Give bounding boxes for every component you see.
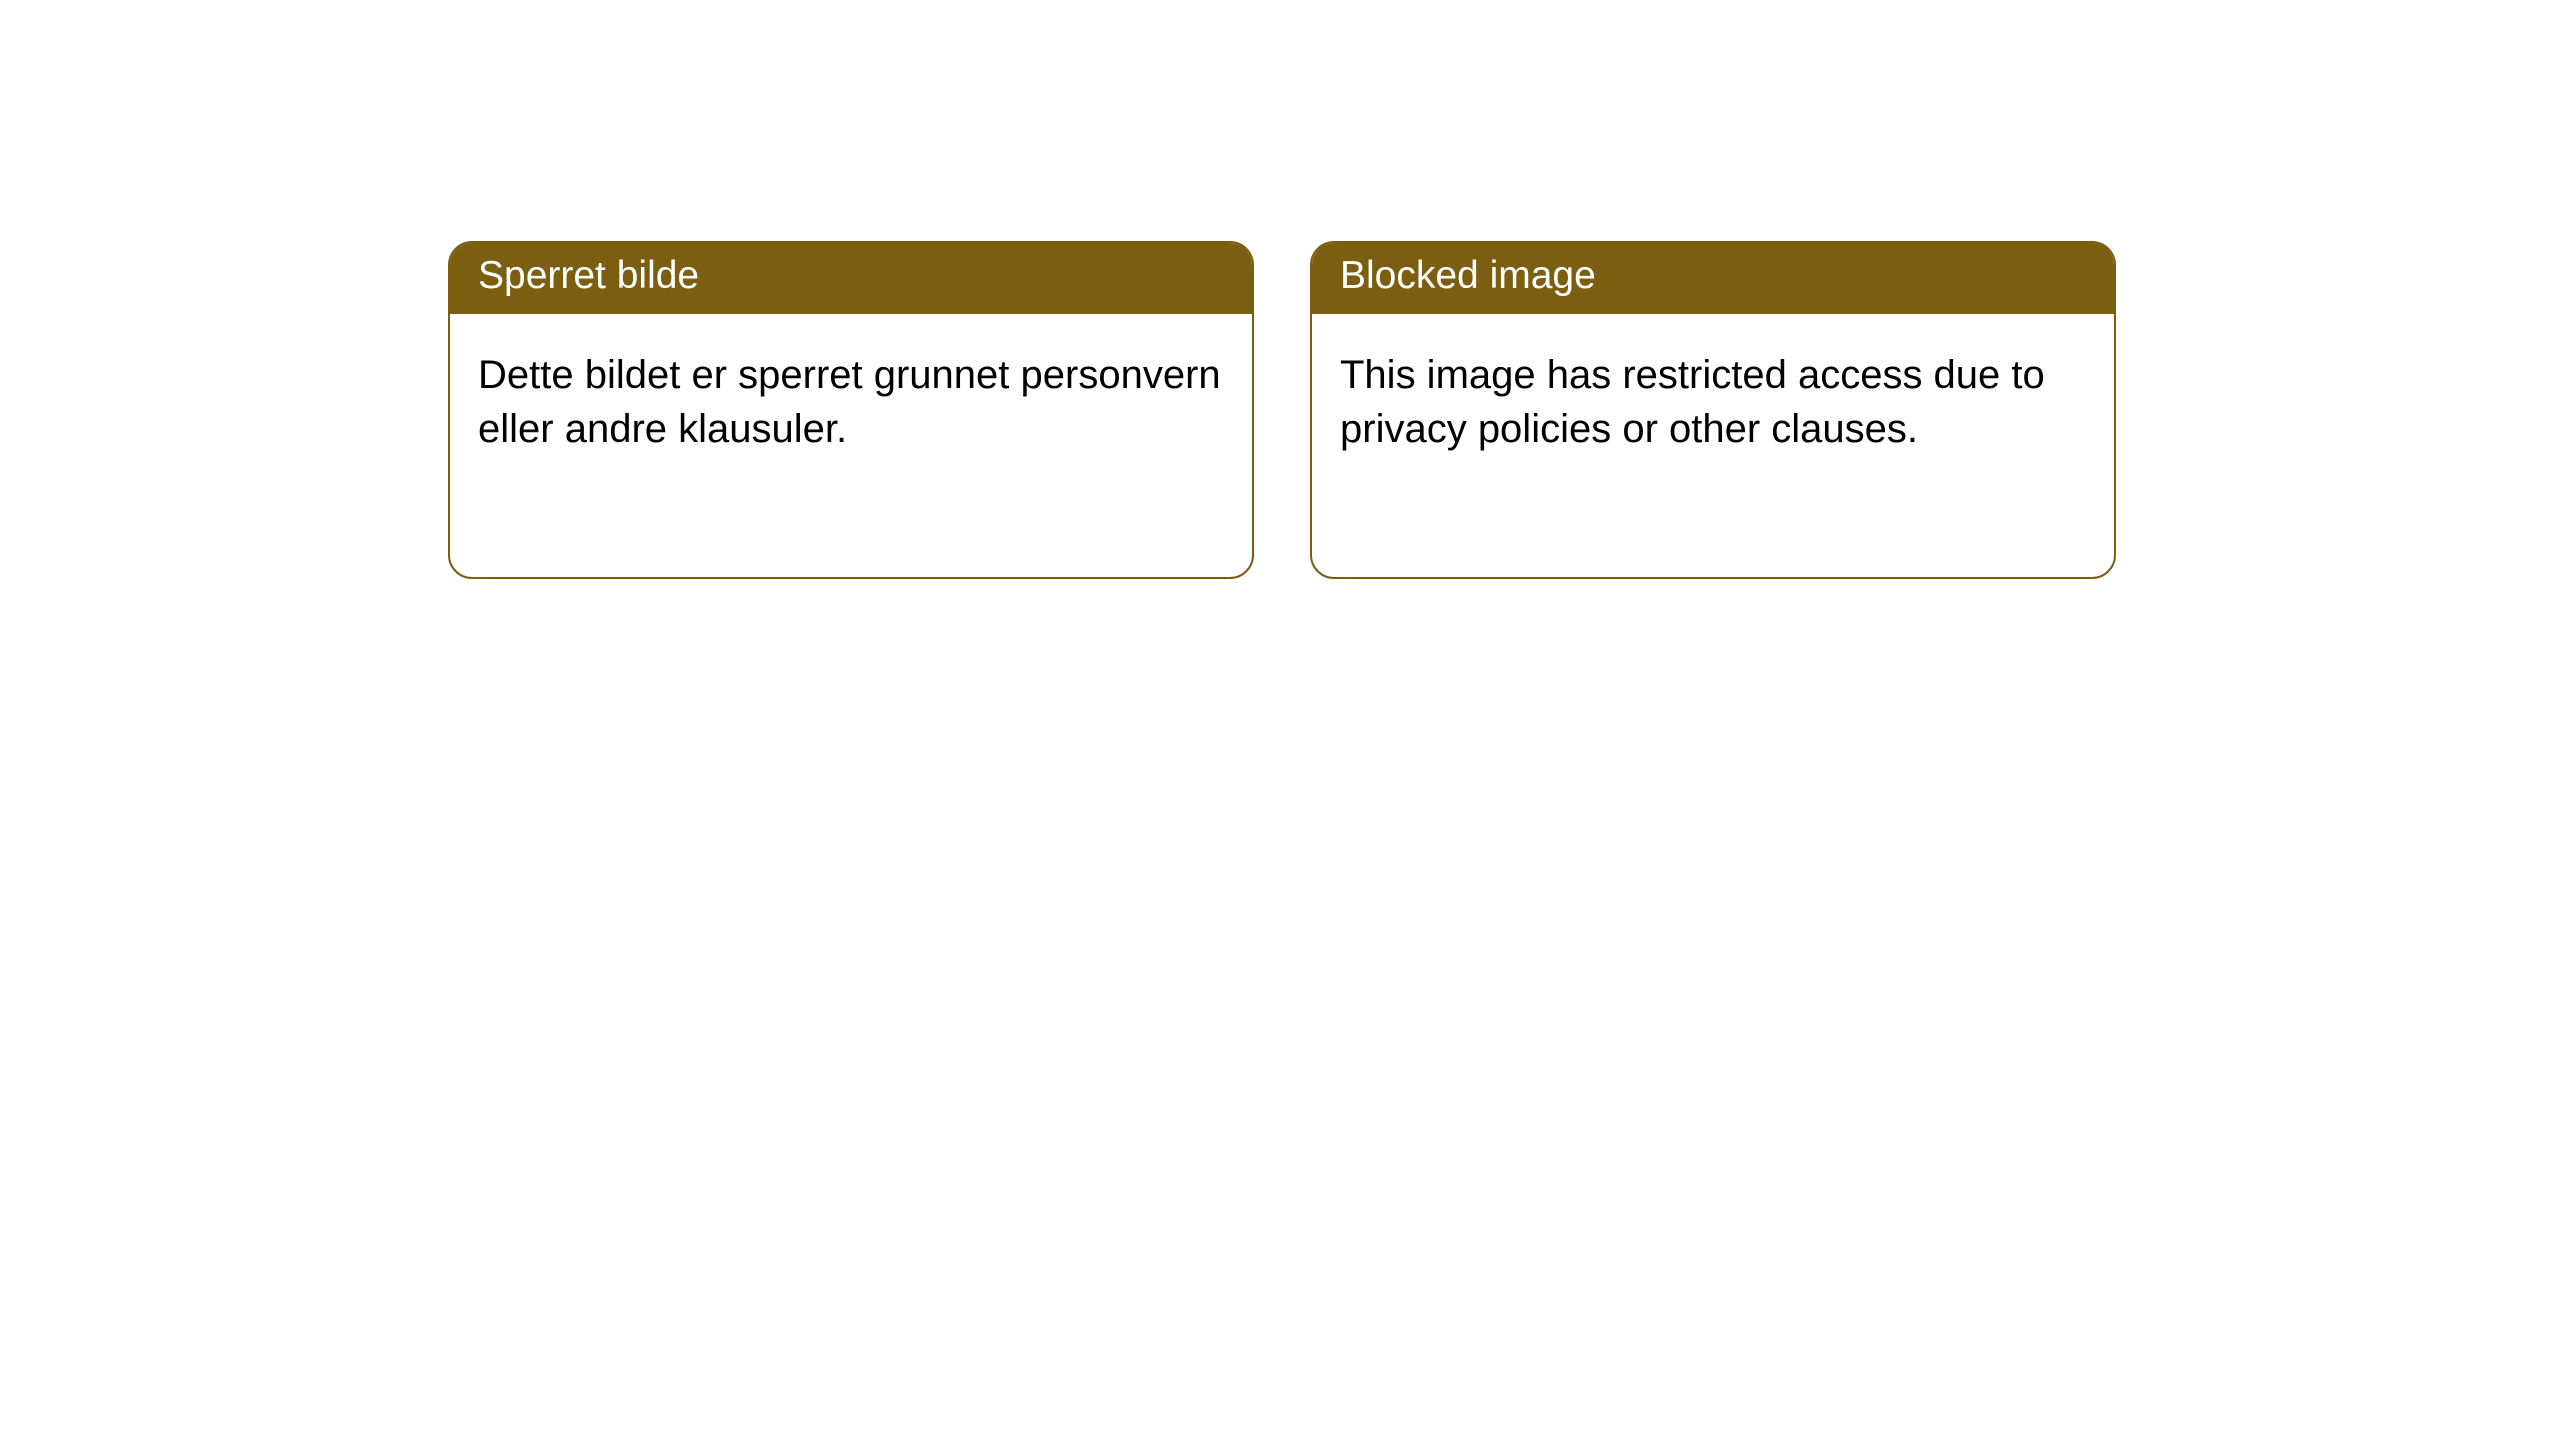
card-body-no: Dette bildet er sperret grunnet personve…: [450, 314, 1252, 484]
card-body-en: This image has restricted access due to …: [1312, 314, 2114, 484]
card-title-no: Sperret bilde: [450, 243, 1252, 314]
blocked-image-card-en: Blocked image This image has restricted …: [1310, 241, 2116, 579]
blocked-image-card-no: Sperret bilde Dette bildet er sperret gr…: [448, 241, 1254, 579]
card-title-en: Blocked image: [1312, 243, 2114, 314]
card-container: Sperret bilde Dette bildet er sperret gr…: [448, 241, 2116, 579]
